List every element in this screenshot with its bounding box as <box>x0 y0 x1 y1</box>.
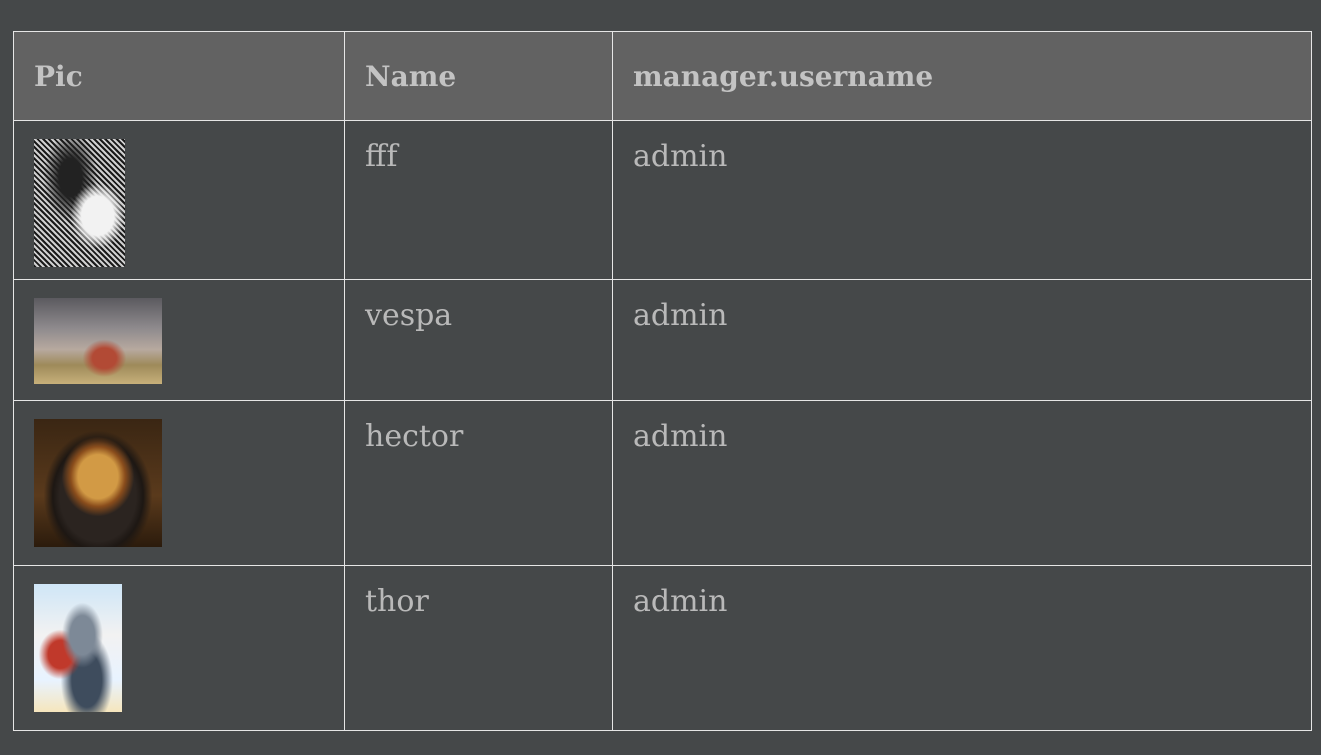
vespa-photo-thumbnail[interactable] <box>34 298 162 384</box>
manager-username-cell: admin <box>612 120 1312 280</box>
manager-username-cell: admin <box>612 279 1312 401</box>
pic-cell <box>13 565 345 731</box>
table-row[interactable]: vespa admin <box>13 279 1312 401</box>
name-cell: hector <box>344 400 613 566</box>
pic-cell <box>13 120 345 280</box>
name-cell: vespa <box>344 279 613 401</box>
column-header-pic[interactable]: Pic <box>13 31 345 121</box>
column-header-name[interactable]: Name <box>344 31 613 121</box>
records-table-container: Pic Name manager.username fff admin vesp… <box>13 31 1312 731</box>
manager-username-cell: admin <box>612 400 1312 566</box>
thor-photo-thumbnail[interactable] <box>34 584 122 712</box>
name-cell: fff <box>344 120 613 280</box>
lena-photo-thumbnail[interactable] <box>34 139 125 267</box>
table-row[interactable]: fff admin <box>13 120 1312 280</box>
table-header-row: Pic Name manager.username <box>13 31 1312 121</box>
records-table: Pic Name manager.username fff admin vesp… <box>13 31 1312 731</box>
pic-cell <box>13 400 345 566</box>
column-header-manager-username[interactable]: manager.username <box>612 31 1312 121</box>
roast-chicken-photo-thumbnail[interactable] <box>34 419 162 547</box>
table-row[interactable]: thor admin <box>13 565 1312 731</box>
name-cell: thor <box>344 565 613 731</box>
manager-username-cell: admin <box>612 565 1312 731</box>
table-row[interactable]: hector admin <box>13 400 1312 566</box>
pic-cell <box>13 279 345 401</box>
